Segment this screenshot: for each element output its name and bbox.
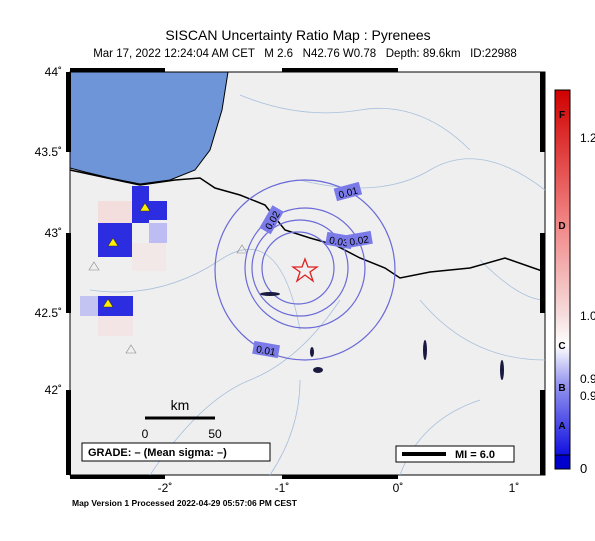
colorbar-value: 1.2 <box>580 131 595 145</box>
lat-label: 42.5˚ <box>35 306 62 320</box>
map-border <box>66 68 545 479</box>
lon-label: -2˚ <box>158 481 173 495</box>
contour-label: 0.02 <box>349 234 371 248</box>
colorbar-grade: C <box>558 341 565 352</box>
lon-label: 0˚ <box>393 481 404 495</box>
lakes <box>260 292 504 380</box>
contour-label-box <box>252 340 281 359</box>
colorbar-under <box>554 454 571 470</box>
lat-label: 44˚ <box>45 65 62 79</box>
grade-box <box>81 442 271 462</box>
colorbar-grade: F <box>559 110 565 121</box>
border <box>69 169 546 279</box>
contours <box>214 179 396 361</box>
lat-label: 43˚ <box>45 226 62 240</box>
colorbar-value: 0.9 <box>580 389 595 403</box>
lat-label: 42˚ <box>45 383 62 397</box>
lat-label: 43.5˚ <box>35 145 62 159</box>
map <box>66 68 546 479</box>
colorbar-grade: D <box>558 221 565 232</box>
title: SISCAN Uncertainty Ratio Map : Pyrenees <box>165 27 430 43</box>
grade: GRADE: – (Mean sigma: –) <box>88 447 227 459</box>
colorbar-value: 0.9 <box>580 372 595 386</box>
contour-label: 0.01 <box>255 344 277 358</box>
contour-label: 0.01 <box>338 186 360 202</box>
mi-box <box>395 445 515 463</box>
colorbar-grade: B <box>558 383 565 394</box>
colorbar-value: 1.0 <box>580 309 595 323</box>
colorbar-grade: A <box>558 421 565 432</box>
lon-label: 1˚ <box>509 481 520 495</box>
rivers <box>89 94 546 476</box>
contour-label-box <box>344 230 373 249</box>
mi-label: MI = 6.0 <box>455 449 495 461</box>
colorbar <box>554 89 571 456</box>
scale-unit: km <box>171 397 190 413</box>
contour-label-box <box>259 205 284 235</box>
subtitle: Mar 17, 2022 12:24:04 AM CET M 2.6 N42.7… <box>93 48 517 60</box>
contour-label: 0.03 <box>328 235 350 249</box>
scale-label: 0 <box>142 427 149 441</box>
colorbar-value: 0 <box>580 461 587 476</box>
scale-label: 50 <box>208 427 222 441</box>
epicenter <box>290 257 320 283</box>
contour-label-box <box>333 181 363 202</box>
stations <box>88 202 248 354</box>
lon-label: -1˚ <box>275 481 290 495</box>
footer: Map Version 1 Processed 2022-04-29 05:57… <box>72 498 298 508</box>
